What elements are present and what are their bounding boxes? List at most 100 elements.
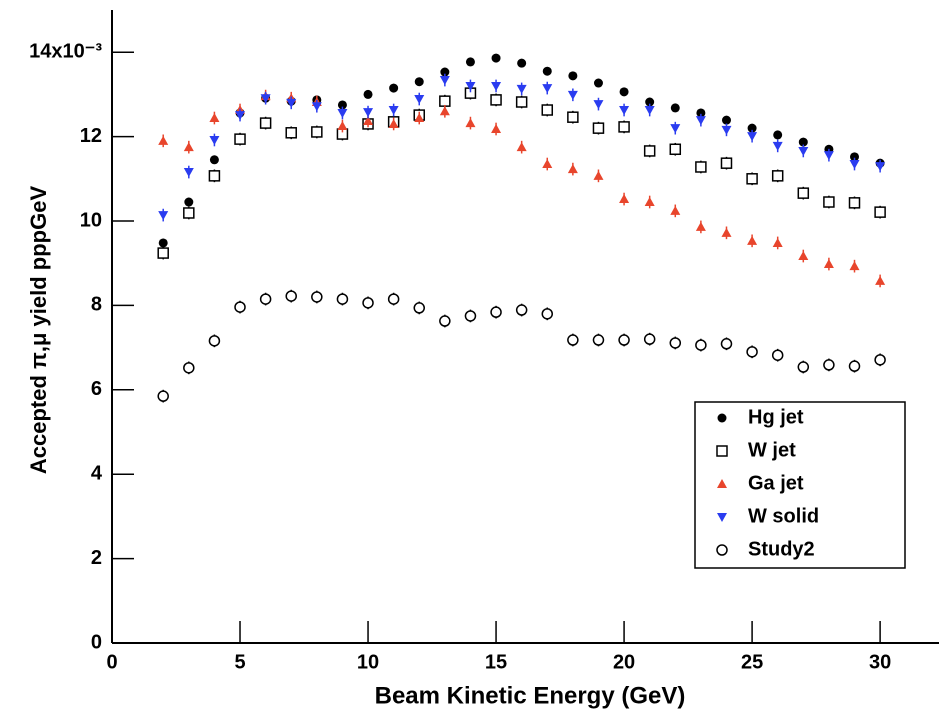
data-point xyxy=(720,157,733,169)
data-point xyxy=(541,308,554,320)
data-point xyxy=(771,170,784,182)
data-point xyxy=(746,346,758,358)
data-point xyxy=(669,337,682,349)
data-point xyxy=(336,293,349,305)
data-point xyxy=(362,297,374,309)
data-point xyxy=(874,354,886,366)
data-point xyxy=(670,103,680,113)
data-point xyxy=(567,164,578,174)
x-tick-label: 30 xyxy=(869,651,891,673)
data-point xyxy=(439,106,450,116)
data-point xyxy=(209,113,220,123)
data-point xyxy=(158,135,169,145)
data-point xyxy=(746,173,758,185)
legend-marker xyxy=(717,479,727,488)
data-point xyxy=(849,160,860,170)
data-point xyxy=(235,111,246,121)
data-point xyxy=(491,81,502,91)
data-point xyxy=(515,96,528,108)
data-point xyxy=(158,211,169,221)
data-point xyxy=(619,106,630,116)
data-point xyxy=(363,89,373,99)
x-tick-label: 10 xyxy=(357,651,379,673)
legend-box xyxy=(694,401,906,569)
data-point xyxy=(515,304,528,316)
data-point xyxy=(747,235,758,245)
data-point xyxy=(439,95,451,107)
data-point xyxy=(875,275,886,285)
data-point xyxy=(874,206,886,218)
data-point xyxy=(259,293,272,305)
data-point xyxy=(491,124,502,134)
data-point xyxy=(337,108,348,118)
data-point xyxy=(260,94,271,104)
legend-marker xyxy=(716,445,728,457)
x-tick-label: 0 xyxy=(106,651,117,673)
data-point xyxy=(670,205,681,215)
data-point xyxy=(848,197,861,209)
data-point xyxy=(414,77,424,87)
data-point xyxy=(797,361,810,373)
y-tick-label: 10 xyxy=(80,209,102,231)
y-tick-label: 6 xyxy=(91,378,102,400)
data-point xyxy=(669,143,682,156)
data-point xyxy=(209,155,219,165)
data-point xyxy=(797,187,810,199)
x-tick-label: 5 xyxy=(234,651,245,673)
data-point xyxy=(567,111,579,123)
y-tick-label: 8 xyxy=(91,294,102,316)
data-point xyxy=(491,53,501,63)
data-point xyxy=(798,137,808,147)
data-point xyxy=(619,194,630,204)
data-point xyxy=(464,310,477,322)
data-point xyxy=(465,118,476,128)
data-point xyxy=(823,359,835,371)
data-point xyxy=(823,151,834,161)
data-point xyxy=(389,83,399,93)
data-point xyxy=(157,390,169,402)
data-point xyxy=(158,238,168,248)
data-point xyxy=(643,145,656,157)
data-point xyxy=(695,116,706,126)
legend-label: Hg jet xyxy=(748,406,804,428)
data-point xyxy=(798,251,809,261)
data-point xyxy=(440,67,450,77)
data-point xyxy=(850,152,860,162)
y-tick-label: 2 xyxy=(91,547,102,569)
data-point xyxy=(413,302,425,314)
data-point xyxy=(183,362,195,374)
data-point xyxy=(567,334,579,346)
legend-label: Ga jet xyxy=(748,472,804,494)
data-point xyxy=(208,335,221,347)
y-tick-label: 0 xyxy=(91,631,102,653)
data-point xyxy=(568,71,578,81)
data-point xyxy=(337,100,347,110)
data-point xyxy=(670,124,681,134)
data-point xyxy=(618,334,630,346)
data-point xyxy=(593,170,604,180)
x-axis-label: Beam Kinetic Energy (GeV) xyxy=(375,682,686,709)
y-tick-label: 14x10⁻³ xyxy=(29,40,102,62)
data-point xyxy=(875,162,886,172)
data-point xyxy=(363,115,374,125)
data-point xyxy=(593,78,603,88)
data-point xyxy=(747,132,758,142)
data-point xyxy=(490,306,502,318)
data-point xyxy=(285,127,297,139)
data-point xyxy=(387,293,400,305)
data-point xyxy=(721,125,732,135)
data-point xyxy=(414,113,425,123)
data-point xyxy=(363,108,374,118)
data-point xyxy=(567,90,578,100)
data-point xyxy=(772,141,783,151)
data-point xyxy=(209,135,220,145)
data-point xyxy=(157,247,169,259)
data-point xyxy=(311,291,323,303)
data-point xyxy=(592,334,605,346)
data-point xyxy=(823,259,834,269)
y-tick-label: 4 xyxy=(91,462,103,484)
data-point xyxy=(542,84,553,94)
data-point xyxy=(414,95,425,105)
data-point xyxy=(823,196,835,208)
data-point xyxy=(772,237,783,247)
